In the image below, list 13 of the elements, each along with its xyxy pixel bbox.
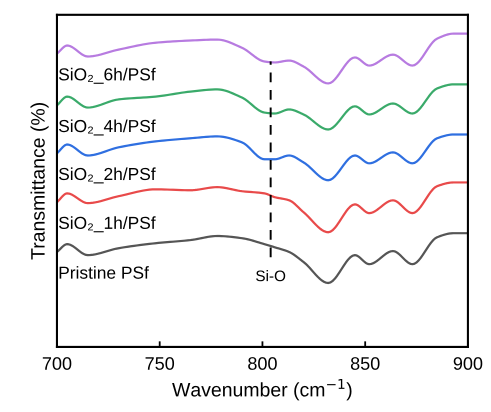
series-label: SiO₂_6h/PSf xyxy=(58,68,156,84)
x-axis-title: Wavenumber (cm$^{−1}$) xyxy=(172,379,352,400)
y-axis-title: Transmittance (%) xyxy=(30,103,49,260)
series-label: SiO₂_4h/PSf xyxy=(58,119,156,136)
series-label: SiO₂_2h/PSf xyxy=(58,167,156,184)
x-tick-label: 700 xyxy=(42,357,72,370)
ref-line-label: Si-O xyxy=(256,270,286,282)
x-tick-label: 800 xyxy=(248,357,277,370)
series-label: SiO₂_1h/PSf xyxy=(58,216,156,232)
x-tick-label: 850 xyxy=(350,357,380,370)
series-label: Pristine PSf xyxy=(60,266,149,279)
x-tick-label: 750 xyxy=(146,357,174,370)
x-tick-label: 900 xyxy=(454,357,482,370)
